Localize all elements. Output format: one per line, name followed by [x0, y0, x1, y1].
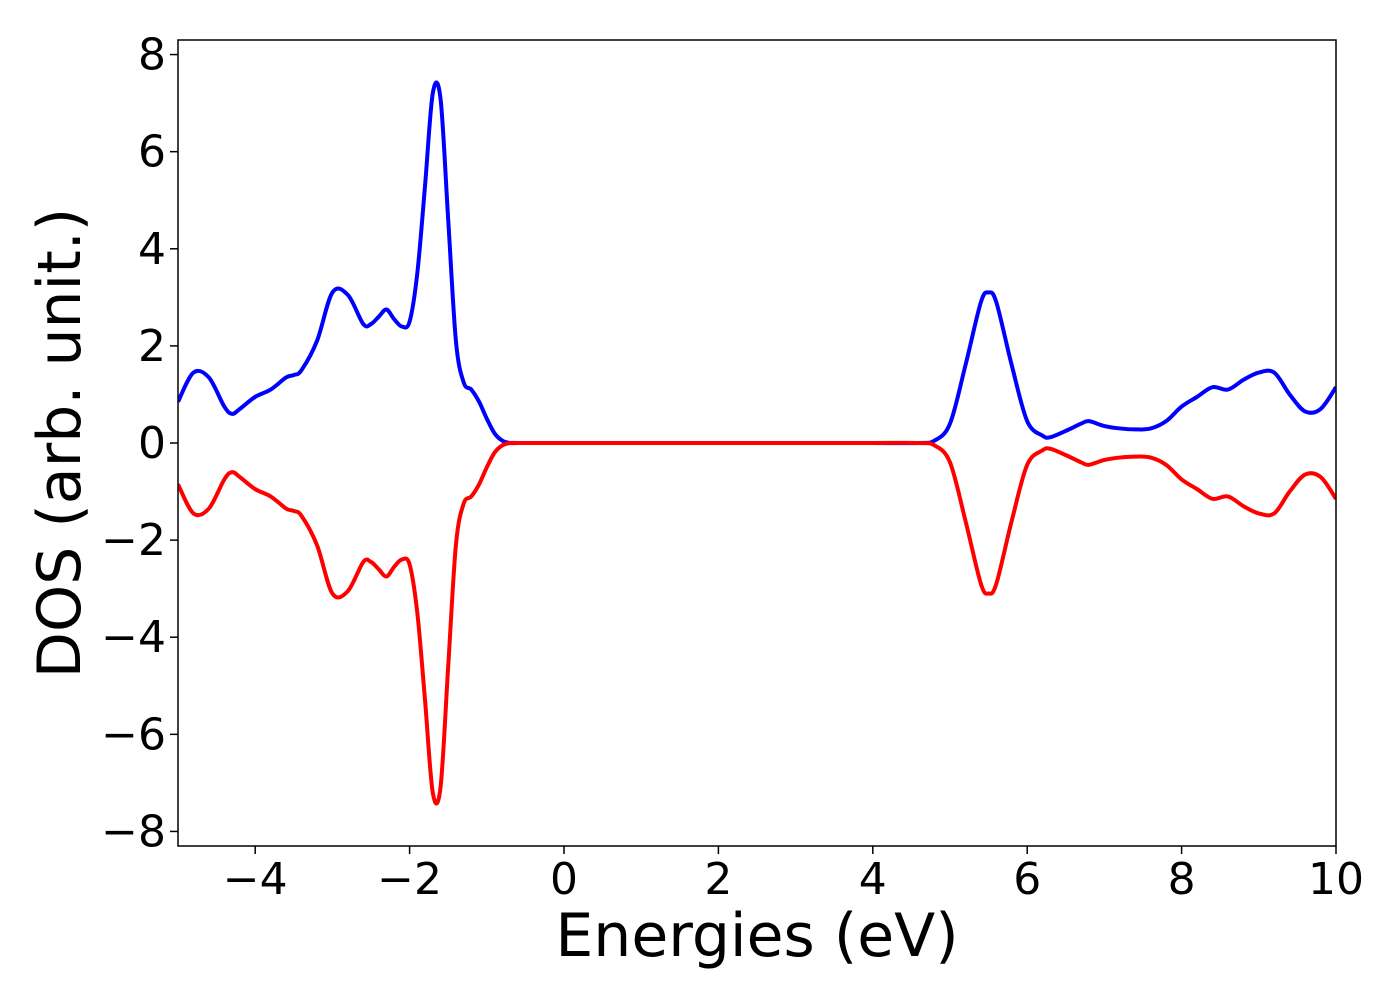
x-axis-title: Energies (eV) [555, 901, 958, 971]
x-tick-label: 4 [859, 854, 887, 905]
series-layer [178, 80, 1336, 806]
y-tick-label: 0 [138, 418, 166, 469]
x-tick-label: 10 [1308, 854, 1364, 905]
y-tick-label: −2 [101, 515, 166, 566]
y-tick-label: −6 [101, 709, 166, 760]
y-tick-label: 2 [138, 321, 166, 372]
y-tick-label: 8 [138, 30, 166, 81]
y-tick-label: −4 [101, 612, 166, 663]
y-axis-title: DOS (arb. unit.) [25, 208, 95, 678]
x-tick-label: −2 [377, 854, 442, 905]
x-tick-label: 8 [1168, 854, 1196, 905]
x-tick-label: 0 [550, 854, 578, 905]
series-line-2 [178, 440, 1336, 806]
y-tick-label: −8 [101, 806, 166, 857]
x-tick-label: 6 [1013, 854, 1041, 905]
x-tick-label: −4 [223, 854, 288, 905]
y-axis-ticks: 8 6 4 2 0 −2 −4 −6 −8 [101, 30, 178, 857]
x-tick-label: 2 [704, 854, 732, 905]
x-axis-ticks: −4 −2 0 2 4 6 8 10 [223, 846, 1364, 905]
y-tick-label: 4 [138, 224, 166, 275]
y-tick-label: 6 [138, 127, 166, 178]
